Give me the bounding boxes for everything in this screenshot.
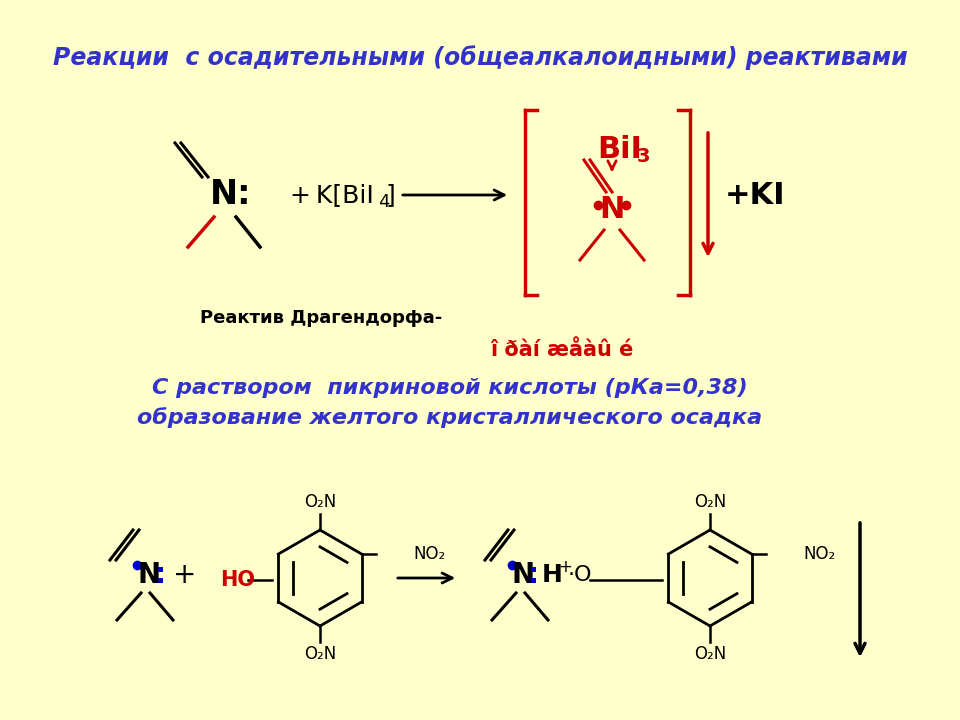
Text: образование желтого кристаллического осадка: образование желтого кристаллического оса… — [137, 408, 762, 428]
Text: ·O: ·O — [568, 565, 592, 585]
Text: :: : — [155, 561, 166, 589]
Text: N: N — [599, 196, 625, 225]
Text: O₂N: O₂N — [694, 645, 726, 663]
Text: 3: 3 — [637, 148, 651, 166]
Text: HO: HO — [220, 570, 255, 590]
Text: BiI: BiI — [597, 135, 642, 164]
Text: NO₂: NO₂ — [413, 545, 445, 563]
Text: +: + — [558, 558, 572, 576]
Text: H: H — [542, 563, 563, 587]
Text: :: : — [528, 561, 540, 589]
Text: N: N — [512, 561, 535, 589]
Text: +KI: +KI — [725, 181, 785, 210]
Text: +: + — [174, 561, 197, 589]
Text: N:: N: — [210, 179, 252, 212]
Text: O₂N: O₂N — [304, 645, 336, 663]
Text: + K[BiI: + K[BiI — [290, 183, 373, 207]
Text: Реакции  с осадительными (общеалкалоидными) реактивами: Реакции с осадительными (общеалкалоидным… — [53, 45, 907, 71]
Text: O₂N: O₂N — [304, 493, 336, 511]
Text: î ðàí æåàû é: î ðàí æåàû é — [490, 340, 634, 360]
Text: 4: 4 — [378, 193, 390, 211]
Text: NO₂: NO₂ — [803, 545, 835, 563]
Text: С раствором  пикриновой кислоты (рКа=0,38): С раствором пикриновой кислоты (рКа=0,38… — [153, 378, 748, 398]
Text: Реактив Драгендорфа-: Реактив Драгендорфа- — [200, 309, 443, 327]
Text: O₂N: O₂N — [694, 493, 726, 511]
Text: ]: ] — [386, 183, 396, 207]
Text: N: N — [137, 561, 160, 589]
